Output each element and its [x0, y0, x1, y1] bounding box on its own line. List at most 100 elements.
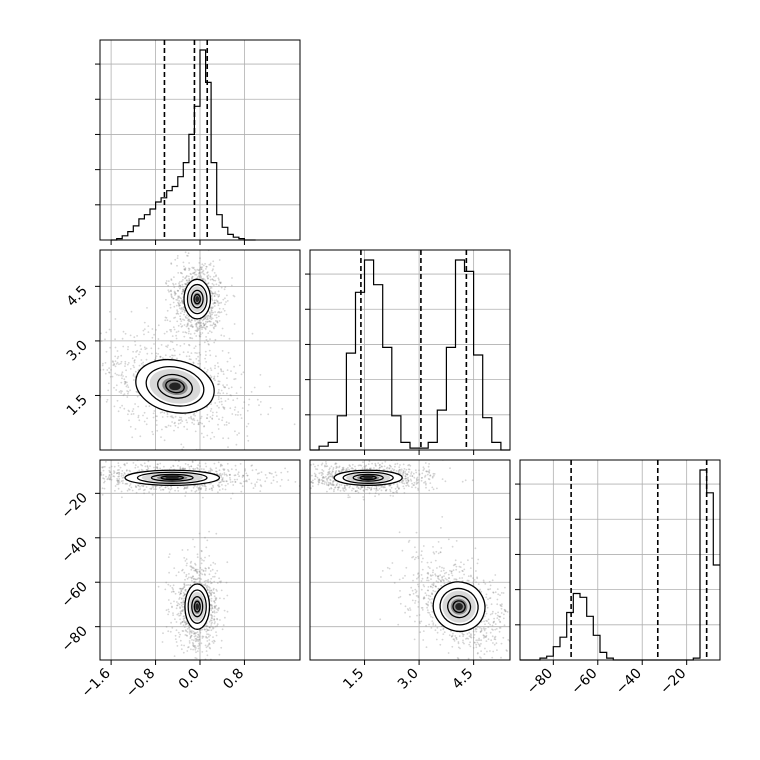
scatter-point [369, 467, 371, 470]
scatter-point [199, 487, 202, 490]
scatter-point [229, 481, 232, 483]
scatter-point [172, 297, 175, 300]
scatter-point [223, 408, 226, 410]
scatter-point [210, 318, 213, 321]
scatter-point [194, 270, 197, 272]
scatter-point [174, 292, 177, 295]
scatter-point [207, 566, 210, 569]
scatter-point [409, 475, 412, 477]
scatter-point [187, 646, 189, 649]
scatter-point [191, 460, 194, 463]
scatter-point [235, 392, 238, 394]
scatter-point [144, 488, 146, 491]
scatter-point [322, 476, 325, 479]
scatter-point [158, 486, 161, 489]
scatter-point [153, 466, 155, 469]
scatter-point [203, 273, 206, 276]
scatter-point [151, 493, 154, 496]
scatter-point [219, 392, 222, 395]
scatter-point [223, 609, 226, 612]
scatter-point [485, 634, 488, 637]
scatter-point [212, 588, 215, 591]
scatter-point [434, 624, 437, 627]
scatter-point [116, 469, 119, 471]
scatter-point [211, 640, 214, 643]
scatter-point [294, 481, 297, 483]
scatter-point [216, 321, 219, 324]
scatter-point [200, 629, 203, 631]
scatter-point [193, 631, 196, 634]
scatter-point [367, 486, 369, 489]
scatter-point [503, 624, 506, 627]
scatter-point [230, 468, 233, 471]
scatter-point [196, 568, 199, 571]
scatter-point [167, 284, 170, 287]
scatter-point [72, 472, 74, 474]
scatter-point [161, 416, 164, 418]
scatter-point [132, 408, 135, 410]
scatter-point [334, 463, 337, 465]
scatter-point [419, 622, 421, 625]
scatter-point [132, 379, 135, 381]
scatter-point [181, 568, 184, 571]
scatter-point [154, 415, 157, 417]
scatter-point [265, 477, 268, 479]
scatter-point [175, 629, 178, 632]
scatter-point [169, 303, 172, 306]
scatter-point [228, 474, 231, 476]
scatter-point [354, 468, 357, 471]
scatter-point [264, 480, 267, 483]
scatter-point [124, 382, 127, 385]
scatter-point [174, 489, 177, 492]
scatter-point [424, 474, 427, 477]
scatter-point [177, 612, 180, 615]
scatter-point [185, 491, 187, 494]
scatter-point [209, 278, 212, 281]
scatter-point [202, 570, 205, 572]
scatter-point [209, 467, 212, 470]
scatter-point [215, 314, 218, 316]
scatter-point [118, 478, 121, 480]
scatter-point [116, 478, 118, 480]
scatter-point [223, 468, 226, 471]
scatter-point [482, 634, 485, 637]
scatter-point [190, 568, 193, 571]
scatter-point [113, 362, 115, 365]
scatter-point [200, 415, 203, 418]
scatter-point [192, 267, 195, 270]
scatter-point [170, 602, 172, 605]
scatter-point [220, 481, 222, 483]
scatter-point [428, 458, 430, 460]
scatter-point [223, 335, 226, 337]
scatter-point [166, 319, 169, 322]
scatter-point [415, 590, 418, 593]
scatter-point [487, 588, 489, 591]
scatter-point [189, 630, 192, 633]
scatter-point [205, 361, 208, 363]
scatter-point [180, 308, 183, 311]
scatter-point [211, 469, 214, 472]
scatter-point [209, 330, 211, 333]
scatter-point [422, 466, 425, 469]
scatter-point [54, 306, 56, 308]
scatter-point [394, 465, 396, 468]
scatter-point [153, 343, 155, 345]
scatter-point [226, 300, 229, 302]
scatter-point [217, 383, 219, 386]
scatter-point [143, 346, 146, 349]
scatter-point [147, 325, 150, 327]
scatter-point [385, 489, 387, 492]
scatter-point [189, 562, 192, 564]
scatter-point [487, 598, 489, 601]
scatter-point [457, 641, 460, 643]
scatter-point [441, 478, 444, 480]
scatter-point [196, 326, 199, 329]
scatter-point [428, 478, 431, 481]
scatter-point [349, 465, 351, 468]
scatter-point [122, 476, 125, 479]
scatter-point [107, 477, 110, 480]
scatter-point [228, 337, 231, 340]
scatter-point [413, 484, 415, 486]
scatter-point [110, 478, 113, 481]
scatter-point [485, 632, 488, 634]
